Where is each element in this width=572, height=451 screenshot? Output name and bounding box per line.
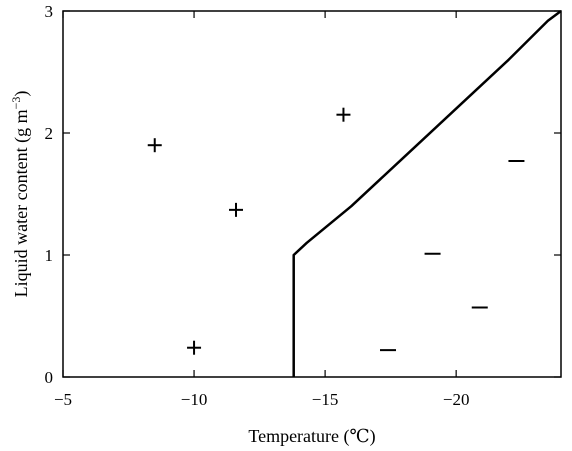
plus-marker [187, 340, 202, 355]
x-axis-title: Temperature (℃) [248, 426, 375, 447]
y-axis-title-superscript: −3 [9, 97, 23, 110]
y-tick-label: 1 [45, 246, 54, 265]
axes-frame [62, 10, 562, 378]
y-axis-title-main: Liquid water content (g m [11, 109, 32, 297]
boundary-line [292, 9, 562, 377]
x-tick-label: −15 [312, 390, 339, 409]
x-tick-label: −5 [54, 390, 72, 409]
y-tick-label: 3 [45, 2, 54, 21]
y-axis-title-close: ) [11, 91, 32, 97]
plus-marker [147, 138, 162, 153]
x-tick-label: −20 [443, 390, 470, 409]
y-tick-label: 0 [45, 368, 54, 387]
plus-marker [228, 202, 243, 217]
y-axis-title: Liquid water content (g m−3) [9, 91, 32, 298]
plus-marker [336, 107, 351, 122]
x-tick-label: −10 [181, 390, 208, 409]
y-tick-label: 2 [45, 124, 54, 143]
